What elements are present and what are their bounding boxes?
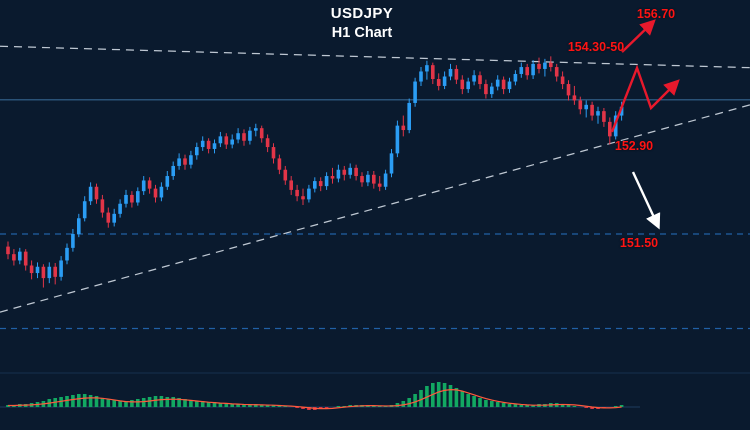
price-label: 154.30-50 — [567, 40, 625, 54]
chart-title-block: USDJPY H1 Chart — [331, 5, 393, 41]
price-label: 151.50 — [619, 236, 659, 250]
symbol-title: USDJPY — [330, 5, 394, 22]
price-label: 152.90 — [614, 139, 654, 153]
bearish-scenario-arrow — [631, 171, 661, 230]
candlestick-series — [6, 56, 624, 288]
projection-zigzag-arrow — [610, 64, 680, 133]
target-156-70-arrow — [621, 19, 656, 53]
resistance-trendline — [0, 45, 750, 69]
timeframe-title: H1 Chart — [331, 25, 393, 41]
indicator-histogram — [6, 382, 624, 410]
support-trendline — [0, 104, 750, 313]
indicator-signal-line — [8, 388, 622, 410]
price-label: 156.70 — [636, 7, 676, 21]
